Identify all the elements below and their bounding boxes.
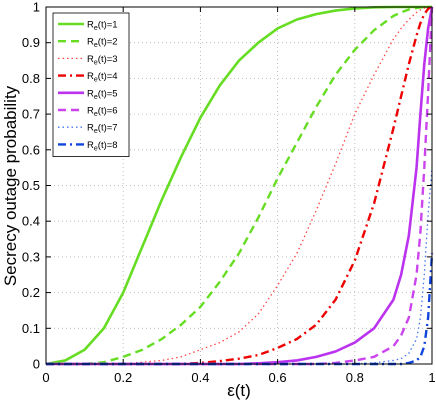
legend-label-main: R xyxy=(87,54,94,65)
legend-label-4: Re(t)=4 xyxy=(87,71,118,84)
legend: Re(t)=1Re(t)=2Re(t)=3Re(t)=4Re(t)=5Re(t)… xyxy=(52,12,130,158)
y-tick-label: 0.5 xyxy=(22,178,40,193)
legend-label-main: R xyxy=(87,123,94,134)
y-tick-label: 0.4 xyxy=(22,214,40,229)
legend-label-main: R xyxy=(87,106,94,117)
legend-label-3: Re(t)=3 xyxy=(87,54,118,67)
legend-label-sub: e xyxy=(94,128,98,135)
legend-label-rest: (t)=5 xyxy=(98,88,118,99)
y-axis-title: Secrecy outage probability xyxy=(1,85,20,286)
legend-label-sub: e xyxy=(94,25,98,32)
legend-label-7: Re(t)=7 xyxy=(87,123,118,136)
legend-label-rest: (t)=1 xyxy=(98,20,118,31)
x-tick-label: 0.2 xyxy=(114,370,132,385)
series-line-7 xyxy=(46,167,433,365)
legend-label-sub: e xyxy=(94,94,98,101)
x-tick-label: 0 xyxy=(42,370,49,385)
legend-label-sub: e xyxy=(94,42,98,49)
y-tick-label: 0.9 xyxy=(22,35,40,50)
legend-label-sub: e xyxy=(94,145,98,152)
y-tick-label: 1 xyxy=(33,0,40,15)
legend-label-sub: e xyxy=(94,77,98,84)
y-tick-label: 0.8 xyxy=(22,71,40,86)
x-axis-title: ε(t) xyxy=(227,381,251,400)
legend-label-rest: (t)=6 xyxy=(98,106,118,117)
legend-label-6: Re(t)=6 xyxy=(87,106,118,119)
legend-label-5: Re(t)=5 xyxy=(87,88,118,101)
legend-label-rest: (t)=4 xyxy=(98,71,118,82)
x-tick-label: 1 xyxy=(428,370,435,385)
legend-label-main: R xyxy=(87,88,94,99)
y-tick-label: 0.3 xyxy=(22,249,40,264)
legend-label-rest: (t)=3 xyxy=(98,54,118,65)
x-tick-label: 0.4 xyxy=(191,370,209,385)
y-tick-label: 0 xyxy=(33,357,40,372)
series-line-4 xyxy=(46,5,433,366)
y-tick-label: 0.7 xyxy=(22,107,40,122)
legend-label-8: Re(t)=8 xyxy=(87,140,118,153)
legend-label-rest: (t)=2 xyxy=(98,37,118,48)
x-tick-label: 0.6 xyxy=(269,370,287,385)
y-tick-label: 0.1 xyxy=(22,321,40,336)
legend-label-2: Re(t)=2 xyxy=(87,37,118,50)
series-line-2 xyxy=(46,5,432,366)
legend-label-main: R xyxy=(87,20,94,31)
y-tick-label: 0.2 xyxy=(22,285,40,300)
legend-label-sub: e xyxy=(94,59,98,66)
x-tick-label: 0.8 xyxy=(346,370,364,385)
legend-label-rest: (t)=7 xyxy=(98,123,118,134)
legend-label-rest: (t)=8 xyxy=(98,140,118,151)
legend-label-sub: e xyxy=(94,111,98,118)
legend-label-main: R xyxy=(87,71,94,82)
legend-box xyxy=(52,12,130,158)
y-tick-label: 0.6 xyxy=(22,142,40,157)
legend-label-main: R xyxy=(87,37,94,48)
legend-label-main: R xyxy=(87,140,94,151)
axis-ticks: 0 0.2 0.4 0.6 0.8 1 0 0.1 0.2 0.3 0.4 0.5 0.6 0.7 0.8 0… xyxy=(22,0,436,385)
legend-label-1: Re(t)=1 xyxy=(87,20,118,33)
